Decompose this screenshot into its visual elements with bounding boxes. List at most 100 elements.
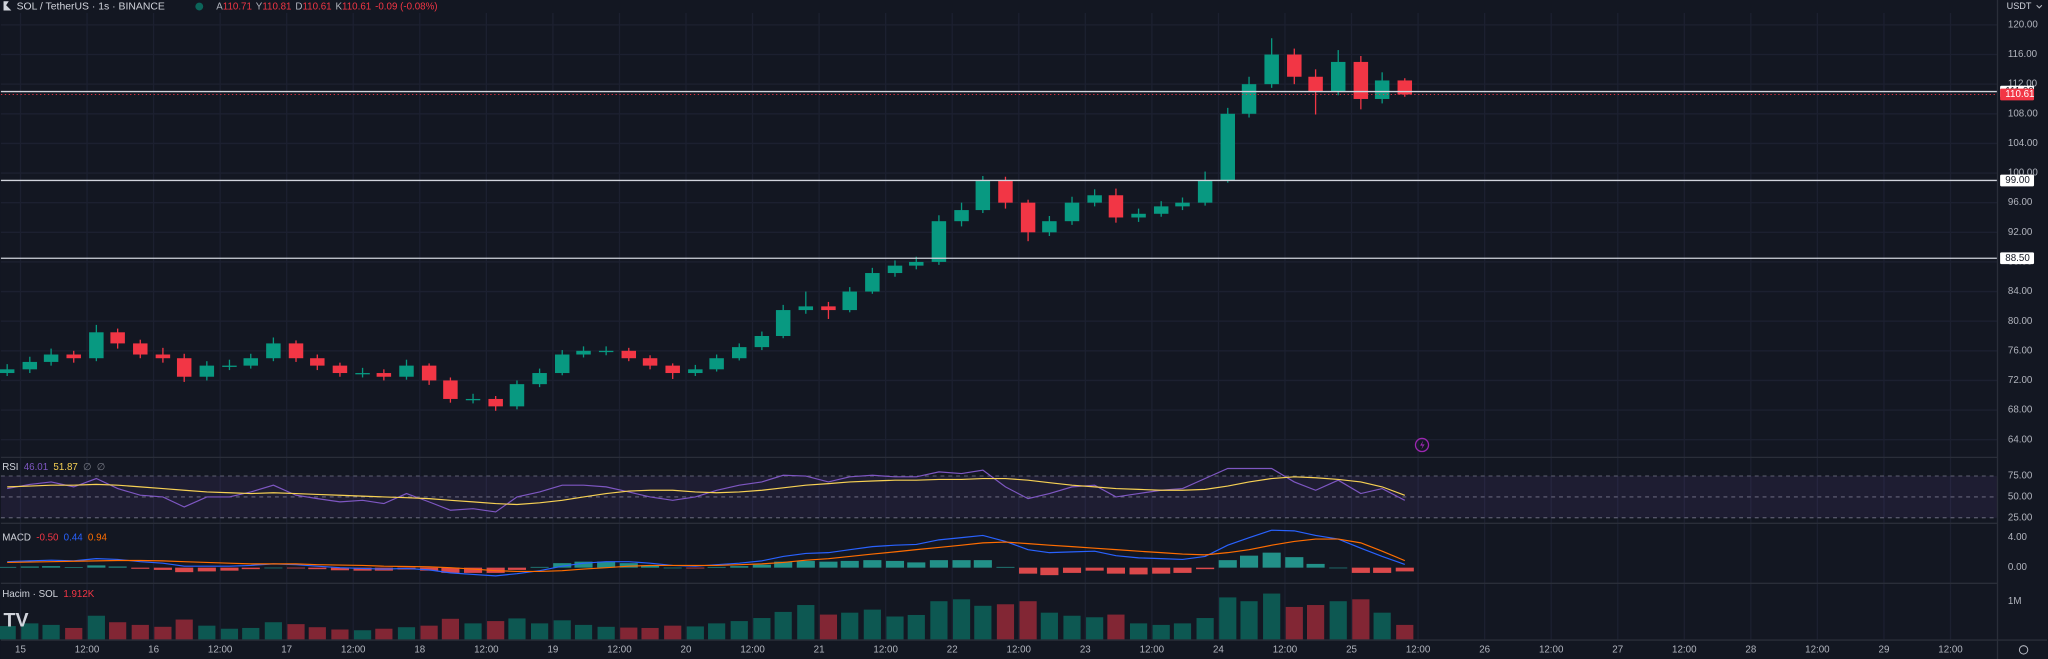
candle-body [909, 261, 924, 266]
grid [0, 13, 1998, 640]
candle-body [821, 306, 836, 311]
x-tick-label: 23 [1080, 644, 1091, 655]
macd-histogram-bar [353, 567, 372, 571]
candle-body [798, 306, 814, 311]
y-tick-label: 116.00 [2008, 49, 2038, 60]
candle-body [709, 358, 724, 370]
x-tick-label: 12:00 [1672, 644, 1697, 655]
macd-histogram-bar [330, 567, 349, 571]
macd-histogram-bar [863, 560, 882, 568]
candle-body [598, 350, 614, 353]
volume-bar [1040, 612, 1058, 640]
macd-histogram-bar [530, 566, 549, 568]
volume-bar [620, 627, 638, 640]
candle-body [954, 210, 969, 222]
candle-body [1020, 202, 1036, 233]
volume-bar [1219, 597, 1237, 640]
x-tick-label: 20 [681, 644, 692, 655]
candle-body [1374, 80, 1390, 99]
readout-part: A [216, 1, 223, 12]
volume-bar [420, 625, 438, 640]
macd-histogram-bar [752, 564, 771, 568]
last-price-box [2000, 88, 2035, 101]
candle-body [1042, 221, 1057, 233]
ohlc-readout: A110.71 Y110.81 D110.61 K110.61 -0.09 (-0.08… [216, 1, 437, 12]
candle-body [1220, 113, 1235, 181]
level-label-box [2000, 174, 2035, 187]
candle-body [89, 332, 104, 359]
macd-histogram-bar [1285, 557, 1304, 568]
candle-body [576, 350, 591, 355]
macd-histogram-bar [1173, 567, 1192, 573]
y-tick-label: 84.00 [2008, 286, 2033, 297]
candle-body [509, 384, 525, 407]
volume-bar [641, 627, 659, 640]
volume-bar [863, 609, 881, 640]
volume-bar [907, 614, 925, 640]
symbol-icon [3, 1, 12, 11]
readout-part: Hacim · SOL [2, 588, 58, 599]
readout-part: ∅ [97, 462, 106, 473]
volume-bar [1152, 624, 1170, 640]
readout-part: -0.50 [36, 532, 59, 543]
volume-bar [930, 601, 948, 640]
volume-bar [1086, 617, 1104, 640]
volume-bar [21, 623, 39, 640]
candle-body [931, 221, 947, 262]
macd-histogram-bar [420, 567, 439, 571]
x-tick-label: 19 [547, 644, 558, 655]
settings-icon[interactable] [2018, 645, 2029, 655]
readout-part: K [336, 1, 343, 12]
volume-bar [42, 624, 60, 640]
volume-bar [154, 626, 172, 640]
candle-body [1353, 61, 1369, 99]
x-tick-label: 29 [1879, 644, 1890, 655]
y-tick-label: 100.00 [2008, 168, 2038, 179]
macd-histogram-bar [1239, 555, 1259, 568]
macd-histogram-bar [885, 560, 905, 568]
candle-body [66, 354, 81, 359]
y-tick-label: 4.00 [2008, 532, 2028, 543]
macd-histogram-bar [1373, 567, 1392, 573]
x-tick-label: 12:00 [341, 644, 366, 655]
currency-dropdown[interactable] [2036, 4, 2043, 9]
volume-bar [331, 629, 349, 640]
candle-body [222, 365, 237, 367]
volume-bar [487, 621, 505, 640]
macd-histogram-bar [619, 563, 638, 568]
x-tick-label: 12:00 [1539, 644, 1564, 655]
labels: 15 12:00 16 12:00 17 12:00 18 12:00 19 12:00 20 12:… [2, 19, 2038, 655]
volume-bar [664, 625, 682, 640]
volume-bar [397, 627, 416, 640]
volume-bar [1285, 606, 1303, 640]
y-tick-label: 96.00 [2008, 197, 2033, 208]
y-tick-label: 108.00 [2008, 108, 2038, 119]
macd-histogram-bar [1262, 552, 1281, 568]
candle-body [355, 373, 370, 375]
volume-bar [353, 630, 372, 640]
macd-histogram-bar [1106, 567, 1125, 574]
y-tick-label: 68.00 [2008, 405, 2033, 416]
pane-legend: MACD -0.50 0.44 0.94 [2, 532, 107, 543]
macd-histogram-bar [175, 567, 194, 573]
macd-histogram-bar [840, 560, 859, 568]
candle-body [1330, 61, 1346, 92]
x-tick-label: 12:00 [873, 644, 898, 655]
event-marker[interactable] [1414, 437, 1430, 453]
logo: TV [4, 609, 29, 631]
y-tick-label: 25.00 [2008, 512, 2033, 523]
macd-histogram-bar [87, 565, 106, 568]
candle-body [1241, 84, 1257, 114]
volume-bar [131, 624, 149, 640]
macd-histogram-bar [108, 566, 127, 568]
candle-body [554, 354, 570, 374]
volume-bar [1352, 599, 1370, 640]
candle-body [887, 265, 903, 274]
macd-histogram-bar [220, 567, 239, 571]
x-tick-label: 12:00 [1406, 644, 1431, 655]
macd-histogram-bar [308, 567, 327, 570]
volume-bar [574, 624, 593, 640]
volume-bar [0, 626, 16, 640]
macd-histogram-bar [553, 563, 572, 568]
x-tick-label: 21 [814, 644, 825, 655]
